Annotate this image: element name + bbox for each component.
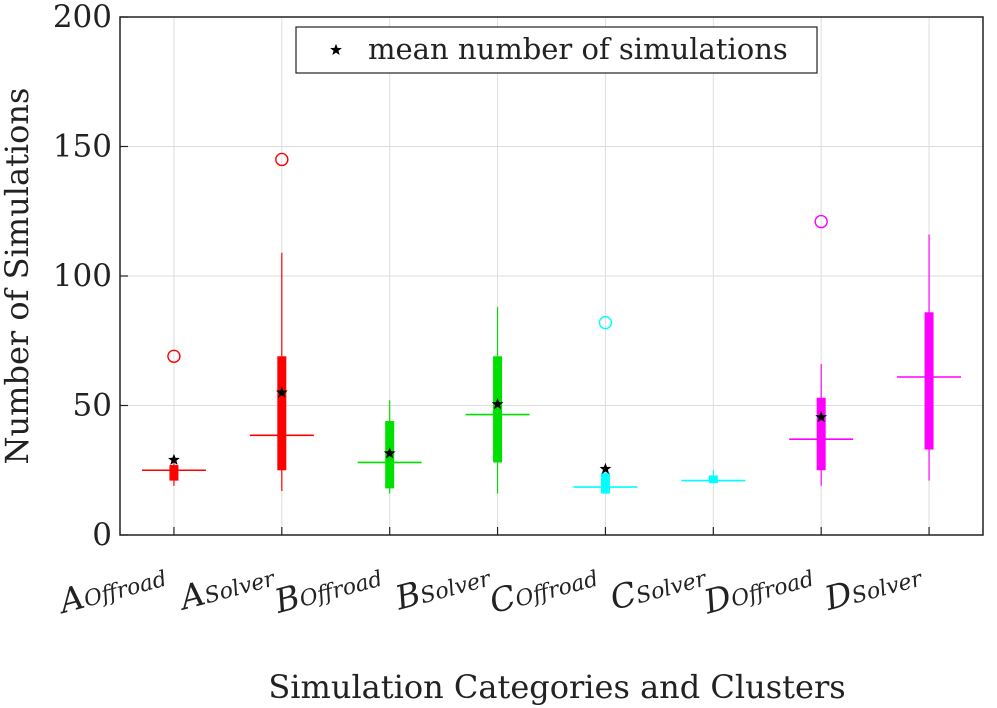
x-tick-label-sub: Offroad — [297, 567, 385, 613]
outlier-point — [814, 214, 828, 229]
box — [924, 312, 934, 450]
x-tick-label: BSolver — [390, 555, 495, 618]
mean-star — [815, 410, 828, 423]
box — [816, 397, 826, 471]
x-tick-label: DSolver — [820, 555, 927, 619]
x-tick-label-sub: Offroad — [81, 567, 169, 613]
mean-star — [168, 453, 180, 465]
box — [493, 356, 503, 463]
y-tick-label: 200 — [53, 0, 112, 35]
mean-star — [383, 447, 396, 459]
x-tick-label-main: A — [173, 574, 209, 619]
x-tick-label: AOffroad — [52, 555, 170, 622]
outlier-point — [167, 349, 181, 363]
legend: mean number of simulations — [295, 26, 818, 74]
y-tick-label: 150 — [53, 129, 112, 165]
x-tick-label-main: D — [820, 574, 857, 619]
x-tick-label-text: AOffroad — [52, 555, 170, 622]
box — [277, 356, 287, 471]
mean-star — [491, 398, 504, 410]
x-tick-label-text: DOffroad — [699, 555, 817, 622]
x-tick-label-text: ASolver — [173, 555, 279, 618]
boxes — [141, 152, 962, 494]
x-tick-label-sub: Offroad — [729, 567, 817, 613]
x-tick-label: ASolver — [173, 555, 279, 618]
legend-star-icon — [330, 43, 342, 56]
x-tick-label-text: BSolver — [390, 555, 495, 618]
x-tick-label: DOffroad — [699, 555, 817, 622]
legend-box — [295, 26, 818, 74]
x-tick-label-text: CSolver — [606, 555, 711, 618]
y-axis-title: Number of Simulations — [0, 88, 36, 465]
mean-star — [275, 386, 288, 398]
y-tick-label: 50 — [73, 388, 112, 424]
x-tick-label-text: BOffroad — [270, 555, 386, 621]
x-tick-label-main: D — [699, 577, 736, 622]
grid-lines — [120, 16, 983, 536]
outlier-point — [598, 315, 613, 330]
x-tick-label-sub: Solver — [633, 566, 710, 609]
x-tick-label-sub: Solver — [202, 566, 279, 609]
x-axis-title: Simulation Categories and Clusters — [268, 668, 845, 706]
x-tick-label: BOffroad — [270, 555, 386, 622]
mean-star — [599, 462, 612, 474]
outlier-point — [275, 152, 289, 167]
box — [600, 472, 610, 494]
x-tick-label-sub: Solver — [418, 566, 495, 609]
legend-label: mean number of simulations — [368, 32, 788, 66]
box — [169, 465, 179, 481]
x-tick-label-sub: Offroad — [513, 567, 601, 613]
x-tick-label-sub: Solver — [849, 566, 926, 609]
x-tick-label-main: A — [52, 577, 88, 622]
x-tick-label-text: DSolver — [820, 555, 927, 619]
x-tick-label-text: COffroad — [485, 555, 601, 621]
means — [168, 386, 828, 474]
y-tick-label: 0 — [92, 517, 112, 553]
y-tick-label: 100 — [53, 258, 112, 294]
x-tick-label: COffroad — [485, 555, 601, 622]
y-ticks: 0 50 100 150 200 — [53, 0, 128, 553]
box — [708, 475, 718, 484]
x-tick-label: CSolver — [606, 555, 711, 618]
